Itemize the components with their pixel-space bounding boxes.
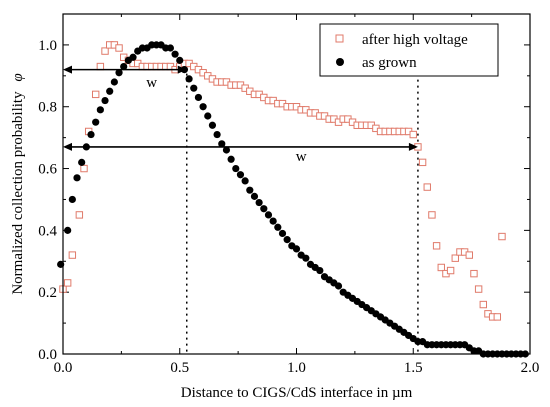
plot-area [57, 41, 529, 358]
point-as-grown [73, 174, 81, 182]
annotation-label: w [146, 75, 157, 91]
point-as-grown [260, 205, 268, 213]
point-after-high-voltage [493, 313, 502, 321]
point-as-grown [101, 96, 109, 105]
x-axis-title: Distance to CIGS/CdS interface in µm [181, 385, 413, 401]
point-after-high-voltage [91, 90, 100, 99]
point-as-grown [250, 192, 259, 200]
point-as-grown [302, 254, 310, 262]
point-after-high-voltage [451, 254, 459, 262]
annotation-label: w [296, 149, 307, 165]
point-as-grown [232, 164, 240, 173]
point-as-grown [78, 158, 86, 166]
point-after-high-voltage [75, 211, 84, 219]
point-as-grown [278, 229, 287, 238]
point-as-grown [269, 217, 277, 225]
point-as-grown [68, 195, 76, 204]
point-as-grown [334, 282, 343, 290]
annotation-arrowhead-right [177, 65, 187, 74]
point-after-high-voltage [465, 251, 473, 259]
point-after-high-voltage [498, 232, 506, 241]
point-after-high-voltage [96, 62, 105, 71]
point-as-grown [176, 56, 184, 64]
annotation-arrowhead-right [408, 142, 418, 151]
point-as-grown [171, 50, 179, 58]
point-as-grown [199, 103, 207, 111]
point-as-grown [255, 198, 263, 207]
point-as-grown [96, 106, 104, 114]
point-as-grown [227, 155, 235, 163]
point-after-high-voltage [80, 164, 88, 173]
y-tick-label: 1.0 [38, 38, 57, 54]
y-axis-title: Normalized collection probability φ [10, 73, 26, 294]
point-as-grown [92, 118, 100, 126]
legend-label-as-grown: as grown [362, 55, 417, 71]
point-as-grown [236, 171, 245, 179]
point-as-grown [316, 266, 324, 275]
point-as-grown [190, 84, 198, 92]
point-after-high-voltage [428, 211, 436, 219]
point-as-grown [204, 112, 212, 120]
point-after-high-voltage [479, 300, 488, 309]
point-after-high-voltage [474, 285, 483, 293]
point-as-grown [194, 93, 203, 102]
point-as-grown [166, 44, 175, 52]
point-as-grown [208, 121, 217, 129]
point-after-high-voltage [446, 266, 455, 275]
point-after-high-voltage [437, 263, 445, 272]
y-tick-label: 0.4 [38, 223, 57, 239]
point-after-high-voltage [115, 44, 123, 52]
y-axis-title-symbol: φ [10, 73, 26, 81]
y-tick-label: 0.2 [38, 285, 57, 301]
tick-labels: 0.0 0.5 1.0 1.5 2.0 0.0 0.2 0.4 0.6 0.8 1.0 [38, 38, 539, 376]
point-as-grown [274, 223, 282, 231]
point-as-grown [213, 130, 221, 139]
point-as-grown [87, 130, 95, 139]
y-axis-title-text: Normalized collection probability [10, 91, 26, 295]
legend: after high voltage as grown [319, 23, 499, 77]
legend-box [319, 23, 499, 77]
x-tick-label: 0.0 [54, 360, 73, 376]
x-tick-label: 2.0 [521, 360, 540, 376]
point-after-high-voltage [418, 158, 427, 167]
legend-marker-after-high-voltage [335, 34, 344, 43]
point-as-grown [246, 186, 254, 194]
point-after-high-voltage [470, 269, 478, 278]
point-as-grown [185, 75, 193, 83]
legend-label-after-high-voltage: after high voltage [362, 32, 468, 48]
point-after-high-voltage [432, 242, 441, 250]
point-as-grown [115, 69, 123, 77]
x-tick-label: 1.5 [404, 360, 423, 376]
annotations: ww [63, 65, 418, 165]
x-tick-label: 0.5 [170, 360, 189, 376]
y-tick-label: 0.8 [38, 100, 57, 116]
y-tick-label: 0.0 [38, 347, 57, 363]
point-as-grown [110, 78, 118, 86]
point-as-grown [222, 146, 231, 154]
annotation-arrowhead-left [63, 65, 72, 74]
point-after-high-voltage [409, 130, 417, 139]
point-as-grown [292, 245, 301, 253]
point-after-high-voltage [423, 183, 431, 191]
point-as-grown [241, 177, 249, 185]
point-as-grown [106, 87, 114, 95]
point-as-grown [64, 226, 72, 234]
x-tick-label: 1.0 [287, 360, 306, 376]
y-tick-label: 0.6 [38, 162, 57, 178]
plot-frame [62, 13, 531, 355]
annotation-arrowhead-left [63, 142, 72, 151]
point-as-grown [264, 211, 273, 219]
legend-marker-as-grown [336, 58, 344, 66]
point-as-grown [120, 62, 128, 71]
point-after-high-voltage [63, 279, 72, 287]
point-as-grown [129, 53, 137, 61]
point-as-grown [283, 236, 291, 244]
point-after-high-voltage [101, 47, 109, 55]
point-after-high-voltage [68, 251, 77, 259]
point-as-grown [218, 140, 226, 148]
